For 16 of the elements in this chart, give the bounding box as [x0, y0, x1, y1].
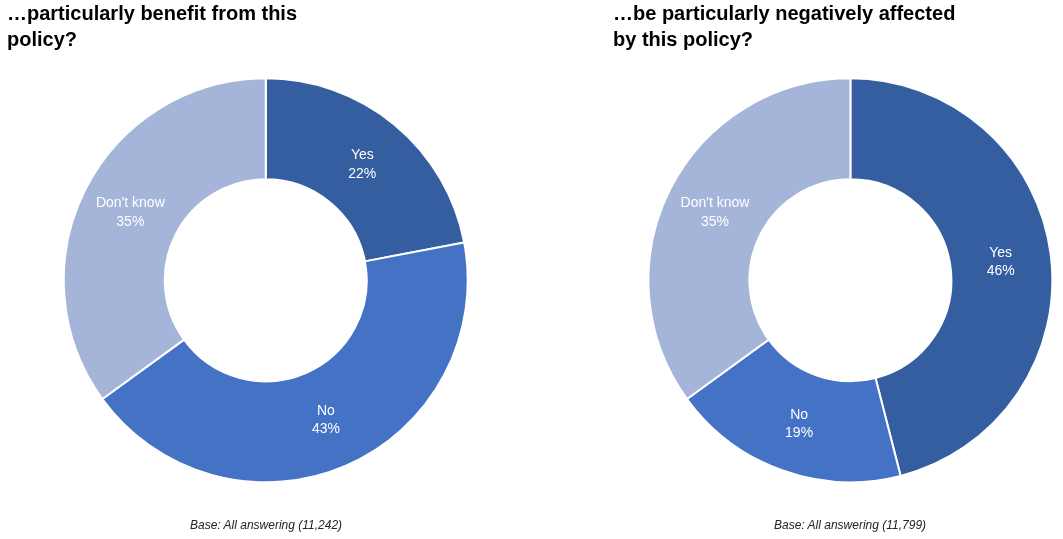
text: Base: All answering (11,242): [190, 518, 343, 532]
slice-label: No: [316, 402, 336, 419]
slice-label: Yes: [989, 244, 1013, 261]
text: Base: All answering (11,799): [774, 518, 927, 532]
data-label: 35%: [116, 212, 145, 229]
slice-label: Don't know: [95, 194, 166, 211]
slice-label: Don't know: [680, 194, 751, 211]
data-label: 43%: [311, 420, 340, 437]
chart-title: …particularly benefit from this policy?: [7, 2, 298, 50]
slice-label: No: [790, 405, 809, 422]
slice-label: Yes: [350, 146, 374, 163]
chart-title: …be particularly negatively affected by this policy?: [613, 2, 956, 50]
data-label: 46%: [986, 262, 1015, 279]
data-label: 22%: [348, 164, 377, 181]
data-label: 19%: [785, 423, 814, 440]
data-label: 35%: [700, 212, 730, 229]
